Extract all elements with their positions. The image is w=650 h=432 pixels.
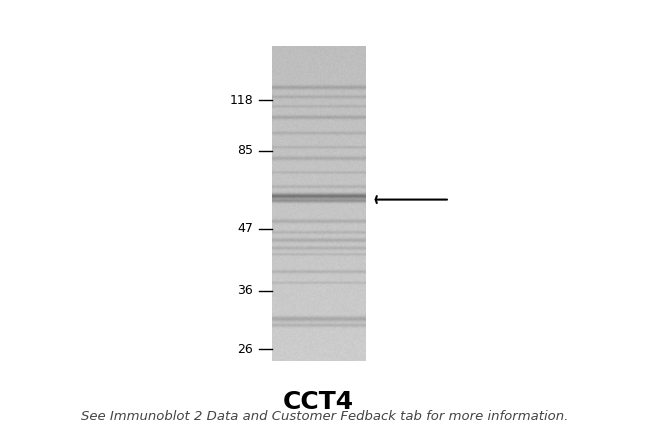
Text: 26: 26	[237, 343, 254, 356]
Text: CCT4: CCT4	[283, 390, 354, 414]
Text: 36: 36	[237, 284, 254, 298]
Text: 47: 47	[237, 222, 254, 235]
Text: See Immunoblot 2 Data and Customer Fedback tab for more information.: See Immunoblot 2 Data and Customer Fedba…	[81, 410, 569, 423]
Text: 85: 85	[237, 144, 254, 158]
Text: 118: 118	[229, 94, 254, 107]
